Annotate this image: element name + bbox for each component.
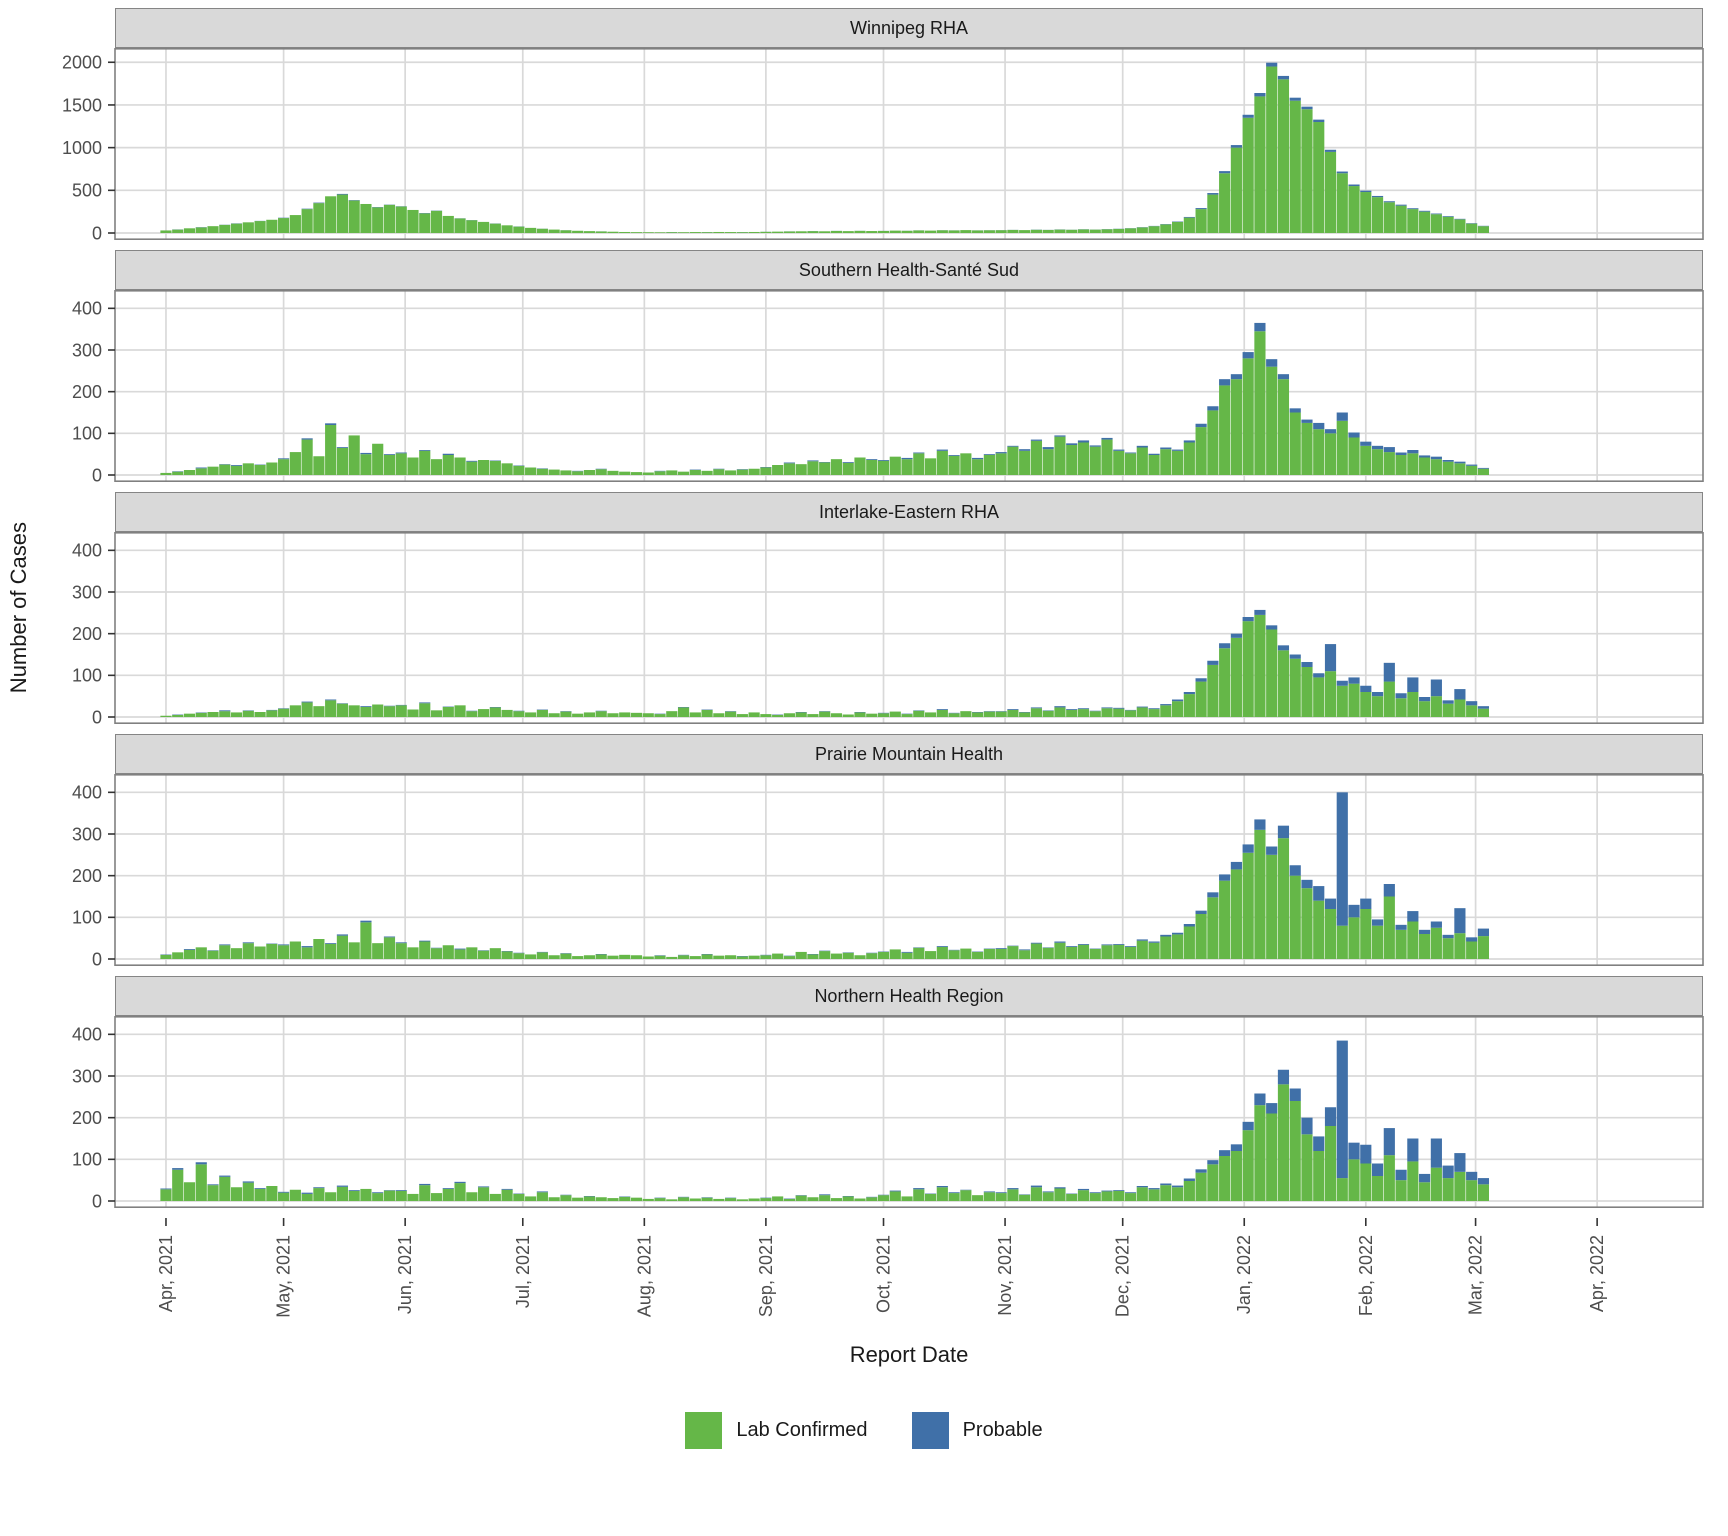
svg-text:100: 100 xyxy=(72,908,102,928)
legend-label-lab-confirmed: Lab Confirmed xyxy=(736,1419,868,1441)
legend: Lab Confirmed Probable xyxy=(0,1412,1728,1449)
facet-title: Interlake-Eastern RHA xyxy=(818,501,1000,522)
legend-label-probable: Probable xyxy=(962,1419,1043,1441)
legend-key-lab-confirmed xyxy=(685,1412,723,1449)
svg-text:400: 400 xyxy=(72,1025,102,1045)
svg-text:Apr, 2021: Apr, 2021 xyxy=(156,1235,176,1312)
y-axis-title-wrap: Number of Cases xyxy=(2,8,36,1208)
facet-title: Prairie Mountain Health xyxy=(814,743,1004,764)
svg-text:200: 200 xyxy=(72,1108,102,1128)
svg-text:400: 400 xyxy=(72,783,102,803)
facet-panel-southern-health: 0 100 200 300 400 xyxy=(72,290,1704,482)
svg-text:Mar, 2022: Mar, 2022 xyxy=(1466,1235,1486,1315)
facet-title: Winnipeg RHA xyxy=(849,17,969,38)
svg-text:300: 300 xyxy=(72,582,102,602)
legend-item-probable: Probable xyxy=(911,1412,1043,1449)
facet-strip: Interlake-Eastern RHA xyxy=(115,492,1703,532)
svg-text:Dec, 2021: Dec, 2021 xyxy=(1113,1235,1133,1317)
facet-southern-health: Southern Health-Santé Sud 0 100 200 300 400 xyxy=(0,250,1728,482)
y-axis: 0 100 200 300 400 xyxy=(72,783,115,966)
svg-text:500: 500 xyxy=(72,181,102,201)
svg-text:400: 400 xyxy=(72,299,102,319)
y-axis: 0 500 1000 1500 2000 xyxy=(62,53,115,240)
svg-text:300: 300 xyxy=(72,824,102,844)
y-axis: 0 100 200 300 400 xyxy=(72,541,115,724)
svg-text:100: 100 xyxy=(72,1150,102,1170)
svg-text:400: 400 xyxy=(72,541,102,561)
svg-text:Sep, 2021: Sep, 2021 xyxy=(756,1235,776,1317)
facet-strip: Southern Health-Santé Sud xyxy=(115,250,1703,290)
x-axis: Apr, 2021 May, 2021 Jun, 2021 Jul, 2021 Aug,… xyxy=(156,1218,1607,1318)
facet-winnipeg-rha: Winnipeg RHA 0 500 1000 1500 2000 xyxy=(0,8,1728,240)
svg-text:Apr, 2022: Apr, 2022 xyxy=(1587,1235,1607,1312)
facet-panel-interlake-eastern: 0 100 200 300 400 xyxy=(72,532,1704,724)
bars-group xyxy=(160,1040,1490,1201)
svg-text:0: 0 xyxy=(92,223,102,240)
svg-text:Jan, 2022: Jan, 2022 xyxy=(1234,1235,1254,1314)
facet-strip: Prairie Mountain Health xyxy=(115,734,1703,774)
facet-strip: Winnipeg RHA xyxy=(115,8,1703,48)
legend-key-probable xyxy=(911,1412,949,1449)
bars-group xyxy=(160,322,1490,475)
facet-panel-northern-health: 0 100 200 300 400 xyxy=(72,1016,1704,1208)
svg-text:Aug, 2021: Aug, 2021 xyxy=(634,1235,654,1317)
bars-group xyxy=(160,609,1490,717)
y-axis-title: Number of Cases xyxy=(6,522,31,694)
y-axis: 0 100 200 300 400 xyxy=(72,299,115,482)
y-axis: 0 100 200 300 400 xyxy=(72,1025,115,1208)
svg-text:Feb, 2022: Feb, 2022 xyxy=(1356,1235,1376,1316)
facet-strip: Northern Health Region xyxy=(115,976,1703,1016)
svg-text:0: 0 xyxy=(92,707,102,724)
facet-panel-winnipeg-rha: 0 500 1000 1500 2000 xyxy=(62,48,1704,240)
svg-text:200: 200 xyxy=(72,624,102,644)
svg-text:Jul, 2021: Jul, 2021 xyxy=(513,1235,533,1308)
svg-text:300: 300 xyxy=(72,340,102,360)
facet-panel-prairie-mountain: 0 100 200 300 400 xyxy=(72,774,1704,966)
legend-item-lab-confirmed: Lab Confirmed xyxy=(685,1412,868,1449)
svg-text:0: 0 xyxy=(92,1191,102,1208)
x-axis-title: Report Date xyxy=(849,1342,969,1367)
svg-text:200: 200 xyxy=(72,866,102,886)
facet-title: Southern Health-Santé Sud xyxy=(798,259,1020,280)
facet-title: Northern Health Region xyxy=(814,985,1004,1006)
svg-text:Jun, 2021: Jun, 2021 xyxy=(395,1235,415,1314)
svg-text:May, 2021: May, 2021 xyxy=(274,1235,294,1318)
bars-group xyxy=(160,62,1490,233)
svg-text:100: 100 xyxy=(72,666,102,686)
svg-text:1000: 1000 xyxy=(62,138,102,158)
svg-text:0: 0 xyxy=(92,949,102,966)
facet-interlake-eastern: Interlake-Eastern RHA 0 100 200 300 400 xyxy=(0,492,1728,724)
svg-text:2000: 2000 xyxy=(62,53,102,73)
svg-text:1500: 1500 xyxy=(62,95,102,115)
svg-text:100: 100 xyxy=(72,424,102,444)
svg-text:0: 0 xyxy=(92,465,102,482)
svg-text:Nov, 2021: Nov, 2021 xyxy=(995,1235,1015,1316)
covid-cases-by-region-chart: Number of Cases Winnipeg RHA 0 500 1000 150… xyxy=(0,8,1728,1449)
svg-text:300: 300 xyxy=(72,1066,102,1086)
bars-group xyxy=(160,792,1490,959)
facet-northern-health: Northern Health Region 0 100 200 300 400 xyxy=(0,976,1728,1208)
svg-text:Oct, 2021: Oct, 2021 xyxy=(874,1235,894,1313)
svg-text:200: 200 xyxy=(72,382,102,402)
facet-prairie-mountain: Prairie Mountain Health 0 100 200 300 400 xyxy=(0,734,1728,966)
